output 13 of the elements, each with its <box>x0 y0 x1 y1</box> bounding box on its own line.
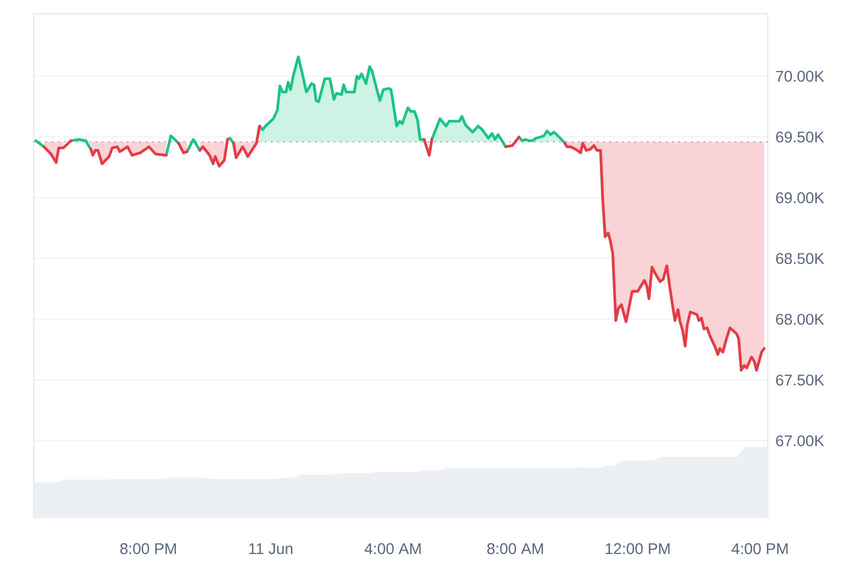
y-tick-label: 69.50K <box>776 132 824 142</box>
x-tick-label: 11 Jun <box>249 543 292 554</box>
y-tick-label: 68.00K <box>776 314 824 325</box>
x-tick-label: 8:00 PM <box>120 543 176 554</box>
x-tick-label: 12:00 PM <box>606 543 670 554</box>
x-tick-label: 8:00 AM <box>487 543 543 554</box>
y-tick-label: 69.00K <box>776 192 824 204</box>
y-tick-label: 67.50K <box>776 374 824 386</box>
y-tick-label: 68.50K <box>776 253 824 264</box>
x-tick-label: 4:00 PM <box>732 543 788 554</box>
x-tick-label: 4:00 AM <box>364 543 421 554</box>
y-tick-label: 67.00K <box>776 435 824 446</box>
y-tick-label: 70.00K <box>776 70 824 82</box>
